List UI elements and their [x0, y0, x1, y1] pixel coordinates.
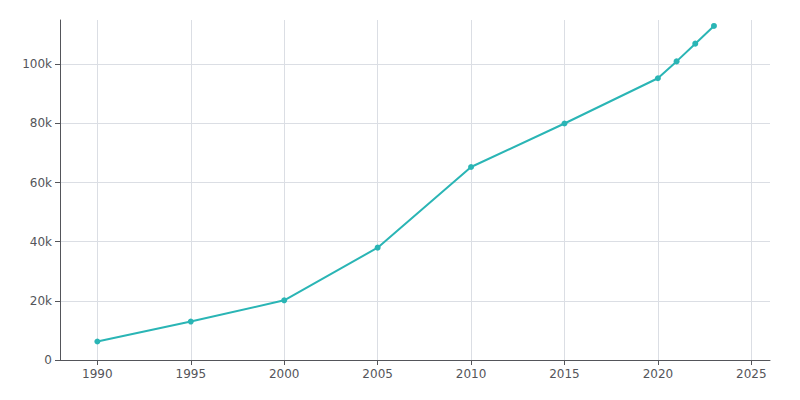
svg-text:0: 0 [44, 353, 52, 367]
svg-text:20k: 20k [30, 294, 52, 308]
svg-text:80k: 80k [30, 116, 52, 130]
svg-text:2000: 2000 [269, 367, 300, 381]
svg-text:2015: 2015 [549, 367, 580, 381]
svg-text:60k: 60k [30, 176, 52, 190]
svg-text:1995: 1995 [176, 367, 207, 381]
svg-text:2010: 2010 [456, 367, 487, 381]
svg-text:2005: 2005 [362, 367, 393, 381]
svg-text:1990: 1990 [82, 367, 113, 381]
svg-text:2020: 2020 [643, 367, 674, 381]
svg-text:40k: 40k [30, 235, 52, 249]
svg-text:100k: 100k [22, 57, 52, 71]
svg-text:2025: 2025 [736, 367, 767, 381]
